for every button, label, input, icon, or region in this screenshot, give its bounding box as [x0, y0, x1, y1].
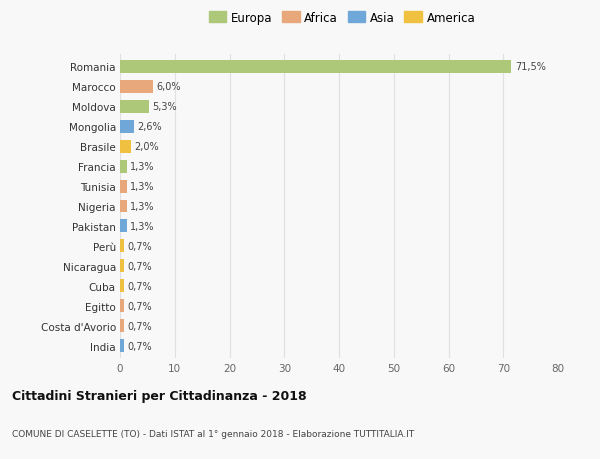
Text: 5,3%: 5,3%	[152, 102, 177, 112]
Bar	[120, 340, 124, 353]
Bar	[120, 61, 511, 73]
Bar	[120, 300, 124, 313]
Text: 0,7%: 0,7%	[127, 321, 152, 331]
Bar	[120, 280, 124, 293]
Text: 2,0%: 2,0%	[134, 142, 159, 152]
Bar	[120, 101, 149, 113]
Bar	[120, 120, 134, 133]
Text: 71,5%: 71,5%	[515, 62, 545, 72]
Text: 0,7%: 0,7%	[127, 241, 152, 252]
Legend: Europa, Africa, Asia, America: Europa, Africa, Asia, America	[205, 8, 479, 28]
Bar	[120, 260, 124, 273]
Text: 1,3%: 1,3%	[130, 182, 155, 191]
Bar	[120, 240, 124, 253]
Bar	[120, 200, 127, 213]
Text: Cittadini Stranieri per Cittadinanza - 2018: Cittadini Stranieri per Cittadinanza - 2…	[12, 389, 307, 403]
Bar	[120, 160, 127, 173]
Text: COMUNE DI CASELETTE (TO) - Dati ISTAT al 1° gennaio 2018 - Elaborazione TUTTITAL: COMUNE DI CASELETTE (TO) - Dati ISTAT al…	[12, 429, 414, 438]
Text: 1,3%: 1,3%	[130, 202, 155, 212]
Text: 6,0%: 6,0%	[156, 82, 181, 92]
Text: 1,3%: 1,3%	[130, 222, 155, 231]
Text: 2,6%: 2,6%	[137, 122, 162, 132]
Bar	[120, 319, 124, 333]
Text: 1,3%: 1,3%	[130, 162, 155, 172]
Bar	[120, 180, 127, 193]
Text: 0,7%: 0,7%	[127, 341, 152, 351]
Bar	[120, 220, 127, 233]
Text: 0,7%: 0,7%	[127, 301, 152, 311]
Text: 0,7%: 0,7%	[127, 281, 152, 291]
Bar	[120, 140, 131, 153]
Text: 0,7%: 0,7%	[127, 261, 152, 271]
Bar	[120, 80, 153, 94]
